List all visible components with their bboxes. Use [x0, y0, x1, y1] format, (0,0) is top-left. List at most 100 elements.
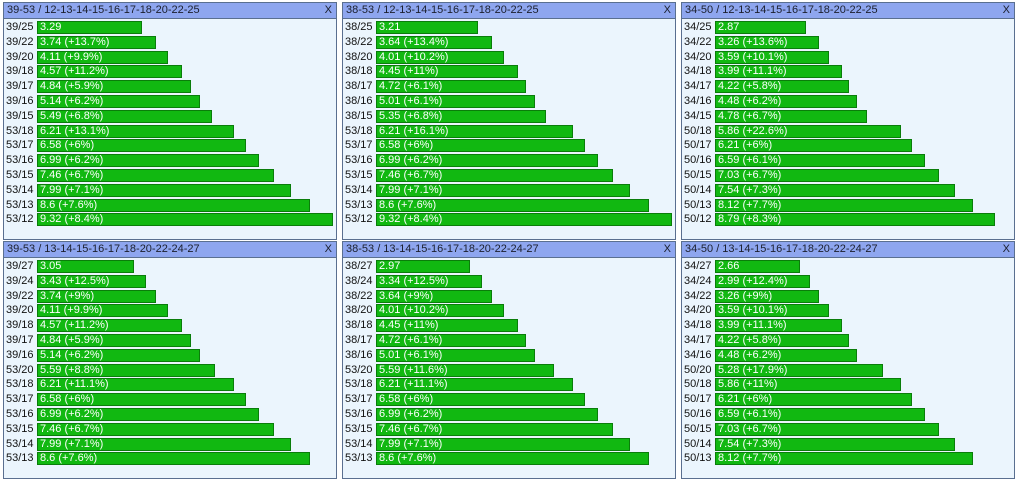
bar [715, 260, 800, 273]
bar-row: 34/15 4.78 (+6.7%) [682, 109, 1014, 124]
category-label: 38/27 [345, 260, 373, 272]
bar-value-label: 5.86 (+11%) [718, 378, 778, 391]
bar-value-label: 4.11 (+9.9%) [40, 50, 103, 63]
bar-row: 53/14 7.99 (+7.1%) [4, 183, 336, 198]
category-label: 53/15 [6, 168, 34, 181]
bar-value-label: 6.59 (+6.1%) [718, 407, 782, 420]
bar [715, 422, 939, 436]
bar [37, 304, 168, 318]
bar [37, 198, 311, 212]
close-button[interactable]: X [663, 4, 671, 16]
category-label: 34/16 [684, 348, 712, 361]
category-label: 53/13 [345, 198, 373, 211]
bar-value-label: 4.11 (+9.9%) [40, 304, 103, 317]
bar-row: 50/16 6.59 (+6.1%) [682, 407, 1014, 422]
category-label: 53/20 [6, 363, 34, 376]
category-label: 38/20 [345, 50, 373, 63]
bar-value-label: 3.29 [40, 21, 62, 33]
bar-row: 39/27 3.05 [4, 259, 336, 274]
panel-title-text: 38-53 / 12-13-14-15-16-17-18-20-22-25 [346, 4, 539, 16]
bar-value-label: 2.97 [379, 260, 401, 272]
gear-ratio-panel: 38-53 / 12-13-14-15-16-17-18-20-22-25 X 38… [342, 2, 676, 240]
close-button[interactable]: X [324, 243, 332, 255]
bar-value-label: 5.01 (+6.1%) [379, 94, 443, 107]
bar-value-label: 5.86 (+22.6%) [718, 124, 788, 137]
bar-row: 38/22 3.64 (+9%) [343, 289, 675, 304]
bar [376, 124, 574, 138]
bar-value-label: 8.6 (+7.6%) [40, 452, 98, 465]
bar-value-label: 6.99 (+6.2%) [40, 407, 104, 420]
close-button[interactable]: X [324, 4, 332, 16]
bar-value-label: 6.21 (+13.1%) [40, 124, 110, 137]
bar [376, 289, 492, 303]
bar-value-label: 7.99 (+7.1%) [379, 183, 443, 196]
bar [37, 109, 212, 123]
bar-value-label: 4.57 (+11.2%) [40, 319, 109, 332]
category-label: 34/25 [684, 21, 712, 33]
category-label: 39/18 [6, 65, 34, 78]
category-label: 50/14 [684, 183, 712, 196]
bar-value-label: 7.54 (+7.3%) [718, 437, 782, 450]
category-label: 34/16 [684, 94, 712, 107]
category-label: 53/18 [6, 378, 34, 391]
bar-row: 50/14 7.54 (+7.3%) [682, 437, 1014, 452]
bar-row: 38/16 5.01 (+6.1%) [343, 94, 675, 109]
bar [37, 21, 142, 34]
category-label: 50/17 [684, 393, 712, 406]
bar-value-label: 4.84 (+5.9%) [40, 80, 104, 93]
bar-value-label: 7.54 (+7.3%) [718, 183, 782, 196]
bar [715, 21, 807, 34]
category-label: 53/14 [6, 437, 34, 450]
bar-value-label: 5.49 (+6.8%) [40, 109, 104, 122]
bar [715, 139, 913, 153]
bar-value-label: 3.74 (+13.7%) [40, 35, 110, 48]
bar-row: 53/13 8.6 (+7.6%) [4, 451, 336, 466]
bar [376, 319, 518, 333]
bar-row: 53/15 7.46 (+6.7%) [343, 422, 675, 437]
bar-value-label: 8.12 (+7.7%) [718, 452, 782, 465]
category-label: 53/13 [6, 198, 34, 211]
bar [715, 437, 955, 451]
panel-title-text: 34-50 / 12-13-14-15-16-17-18-20-22-25 [685, 4, 878, 16]
bar [376, 378, 574, 392]
bar-row: 53/20 5.59 (+11.6%) [343, 363, 675, 378]
bar-row: 53/18 6.21 (+13.1%) [4, 124, 336, 139]
bar [37, 35, 156, 49]
panel-title-text: 34-50 / 13-14-15-16-17-18-20-22-24-27 [685, 243, 878, 255]
bar [715, 274, 811, 288]
category-label: 34/20 [684, 50, 712, 63]
bar-row: 39/24 3.43 (+12.5%) [4, 274, 336, 289]
bar [715, 407, 925, 421]
bar-row: 39/16 5.14 (+6.2%) [4, 348, 336, 363]
category-label: 50/15 [684, 168, 712, 181]
bar [37, 124, 235, 138]
bar-value-label: 4.22 (+5.8%) [718, 80, 782, 93]
close-button[interactable]: X [1002, 243, 1010, 255]
category-label: 34/15 [684, 109, 712, 122]
bar-value-label: 5.59 (+8.8%) [40, 363, 104, 376]
bar [715, 333, 850, 347]
category-label: 39/20 [6, 304, 34, 317]
close-button[interactable]: X [663, 243, 671, 255]
bar-value-label: 4.72 (+6.1%) [379, 80, 443, 93]
category-label: 34/22 [684, 289, 712, 302]
panel-title: 38-53 / 13-14-15-16-17-18-20-22-24-27 X [343, 242, 675, 258]
bar-row: 53/13 8.6 (+7.6%) [343, 451, 675, 466]
bar-row: 39/16 5.14 (+6.2%) [4, 94, 336, 109]
category-label: 38/17 [345, 80, 373, 93]
bar [37, 378, 235, 392]
close-button[interactable]: X [1002, 4, 1010, 16]
category-label: 53/16 [345, 407, 373, 420]
bar-row: 53/17 6.58 (+6%) [343, 138, 675, 153]
bar [37, 213, 334, 227]
bar-row: 38/18 4.45 (+11%) [343, 318, 675, 333]
category-label: 39/22 [6, 35, 34, 48]
bar [715, 35, 819, 49]
bar [376, 50, 504, 64]
bar-row: 34/24 2.99 (+12.4%) [682, 274, 1014, 289]
category-label: 38/16 [345, 94, 373, 107]
gear-ratio-panel: 39-53 / 13-14-15-16-17-18-20-22-24-27 X 39… [3, 241, 337, 479]
bar-value-label: 6.99 (+6.2%) [379, 407, 443, 420]
category-label: 34/18 [684, 319, 712, 332]
bar-row: 34/17 4.22 (+5.8%) [682, 333, 1014, 348]
